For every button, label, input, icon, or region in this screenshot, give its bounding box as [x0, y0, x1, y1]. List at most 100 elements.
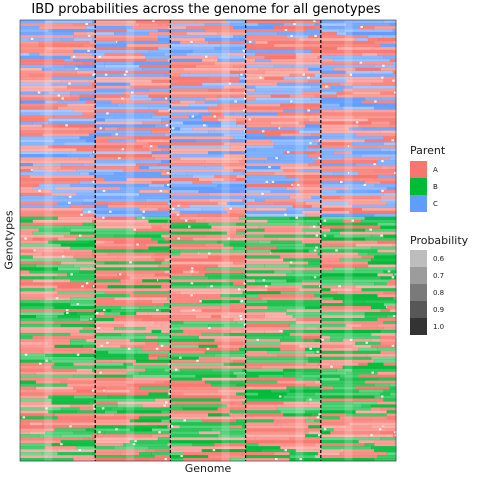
heatmap-cell — [364, 228, 397, 232]
heatmap-cell — [179, 210, 228, 214]
heatmap-cell — [245, 401, 284, 405]
low-probability-cell — [394, 91, 397, 94]
heatmap-cell — [157, 22, 168, 27]
low-probability-cell — [89, 317, 93, 321]
heatmap-cell — [95, 136, 127, 140]
heatmap-cell — [20, 401, 52, 405]
heatmap-cell — [233, 401, 243, 405]
heatmap-cell — [320, 452, 340, 456]
low-probability-cell — [75, 67, 78, 70]
heatmap-cell — [264, 198, 297, 203]
heatmap-cell — [255, 88, 303, 92]
heatmap-cell — [229, 303, 246, 307]
heatmap-cell — [367, 261, 397, 265]
heatmap-cell — [114, 326, 146, 331]
heatmap-cell — [380, 338, 397, 343]
heatmap-cell — [179, 100, 196, 104]
heatmap-cell — [314, 455, 322, 459]
heatmap-cell — [204, 37, 240, 42]
heatmap-cell — [20, 416, 43, 420]
heatmap-cell — [170, 246, 234, 250]
parent-b-swatch — [410, 178, 427, 195]
heatmap-cell — [20, 422, 30, 426]
heatmap-cell — [320, 261, 369, 265]
heatmap-cell — [35, 118, 49, 122]
heatmap-cell — [129, 276, 171, 280]
heatmap-cell — [320, 49, 381, 54]
heatmap-cell — [170, 151, 209, 155]
heatmap-cell — [320, 25, 359, 30]
heatmap-cells — [20, 20, 399, 462]
heatmap-cell — [280, 133, 297, 137]
heatmap-cell — [114, 446, 149, 450]
heatmap-cell — [142, 317, 171, 322]
low-probability-cell — [268, 166, 271, 169]
heatmap-cell — [126, 371, 140, 375]
heatmap-cell — [245, 216, 290, 220]
low-probability-cell — [125, 70, 128, 73]
heatmap-cell — [95, 174, 127, 179]
heatmap-cell — [189, 115, 203, 119]
heatmap-cell — [255, 279, 287, 283]
heatmap-cell — [245, 371, 284, 375]
low-probability-cell — [265, 180, 269, 183]
heatmap-cell — [95, 300, 152, 304]
heatmap-cell — [211, 368, 243, 372]
heatmap-cell — [164, 368, 171, 372]
heatmap-cell — [92, 368, 96, 372]
heatmap-cell — [320, 145, 350, 149]
heatmap-cell — [95, 79, 152, 83]
heatmap-cell — [236, 231, 246, 235]
heatmap-cell — [204, 273, 221, 277]
heatmap-cell — [258, 294, 315, 298]
heatmap-cell — [161, 225, 171, 229]
heatmap-cell — [132, 243, 146, 247]
heatmap-cell — [245, 52, 256, 57]
heatmap-cell — [95, 115, 115, 119]
heatmap-cell — [255, 40, 268, 45]
heatmap-cell — [245, 404, 303, 408]
heatmap-cell — [245, 317, 297, 322]
heatmap-cell — [79, 329, 96, 334]
heatmap-cell — [245, 136, 284, 140]
heatmap-cell — [226, 97, 246, 101]
heatmap-cell — [195, 100, 206, 104]
heatmap-cell — [20, 174, 30, 179]
heatmap-cell — [129, 440, 171, 444]
heatmap-cell — [157, 335, 171, 340]
low-probability-cell — [166, 171, 170, 175]
heatmap-cell — [302, 428, 322, 432]
heatmap-cell — [20, 37, 30, 42]
heatmap-cell — [201, 118, 218, 122]
heatmap-cell — [145, 198, 171, 203]
heatmap-cell — [245, 261, 309, 265]
heatmap-cell — [289, 264, 322, 268]
heatmap-cell — [361, 219, 397, 223]
heatmap-cell — [95, 183, 149, 188]
heatmap-cell — [20, 207, 49, 211]
heatmap-cell — [45, 100, 58, 104]
heatmap-cell — [20, 389, 77, 393]
heatmap-cell — [95, 410, 105, 414]
heatmap-cell — [139, 160, 162, 164]
heatmap-cell — [392, 243, 397, 247]
heatmap-cell — [383, 320, 397, 325]
heatmap-cell — [114, 157, 156, 161]
heatmap-cell — [245, 91, 303, 95]
heatmap-cell — [220, 43, 246, 48]
heatmap-cell — [57, 285, 93, 289]
heatmap-cell — [95, 219, 149, 223]
heatmap-cell — [295, 55, 319, 60]
heatmap-cell — [374, 282, 387, 286]
heatmap-cell — [132, 61, 171, 65]
heatmap-cell — [245, 422, 281, 426]
heatmap-cell — [245, 151, 284, 155]
heatmap-cell — [320, 22, 347, 27]
heatmap-cell — [95, 166, 109, 170]
heatmap-cell — [161, 160, 171, 164]
heatmap-cell — [245, 389, 272, 393]
heatmap-cell — [95, 225, 152, 229]
heatmap-cell — [358, 61, 394, 65]
heatmap-cell — [88, 40, 96, 45]
heatmap-cell — [374, 168, 397, 173]
